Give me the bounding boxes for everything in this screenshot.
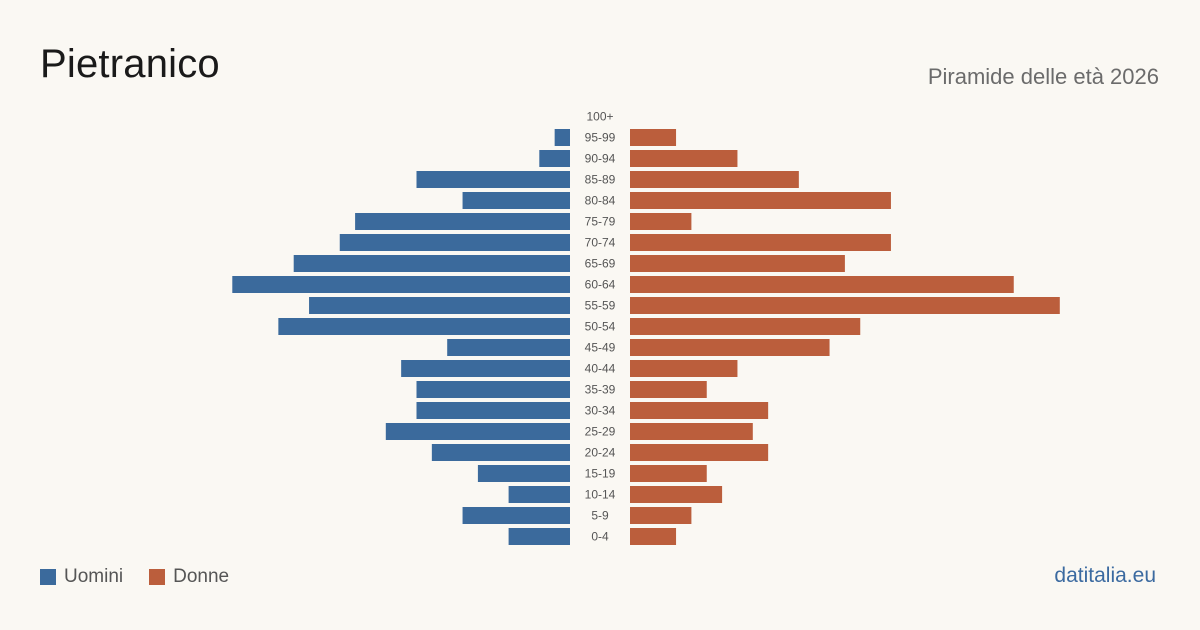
- age-group-label: 30-34: [585, 404, 616, 418]
- bar-women-95-99: [630, 129, 677, 146]
- bar-men-80-84: [462, 192, 570, 209]
- bar-men-15-19: [477, 465, 570, 482]
- age-group-label: 55-59: [585, 299, 616, 313]
- bar-women-15-19: [630, 465, 707, 482]
- bar-women-45-49: [630, 339, 830, 356]
- bar-men-40-44: [401, 360, 570, 377]
- chart-subtitle: Piramide delle età 2026: [927, 64, 1159, 89]
- bar-women-50-54: [630, 318, 861, 335]
- bar-women-25-29: [630, 423, 753, 440]
- brand-link[interactable]: datitalia.eu: [1054, 564, 1156, 587]
- bar-women-35-39: [630, 381, 707, 398]
- age-group-label: 75-79: [585, 215, 616, 229]
- age-group-label: 100+: [586, 110, 613, 124]
- age-group-label: 50-54: [585, 320, 616, 334]
- bar-men-25-29: [385, 423, 570, 440]
- age-group-label: 80-84: [585, 194, 616, 208]
- bar-women-90-94: [630, 150, 738, 167]
- bar-men-65-69: [293, 255, 570, 272]
- legend-item-women: Donne: [149, 566, 229, 588]
- bar-men-35-39: [416, 381, 570, 398]
- age-group-label: 10-14: [585, 488, 616, 502]
- bar-women-65-69: [630, 255, 845, 272]
- bar-women-60-64: [630, 276, 1014, 293]
- legend-label-women: Donne: [173, 566, 230, 587]
- age-group-label: 45-49: [585, 341, 616, 355]
- bar-men-90-94: [539, 150, 570, 167]
- age-group-label: 40-44: [585, 362, 616, 376]
- bar-men-55-59: [309, 297, 570, 314]
- bar-women-40-44: [630, 360, 738, 377]
- age-group-label: 20-24: [585, 446, 616, 460]
- age-group-label: 60-64: [585, 278, 616, 292]
- age-group-label: 70-74: [585, 236, 616, 250]
- age-group-label: 35-39: [585, 383, 616, 397]
- age-group-label: 85-89: [585, 173, 616, 187]
- bar-women-20-24: [630, 444, 769, 461]
- legend-swatch-women: [149, 569, 166, 585]
- bar-men-10-14: [508, 486, 570, 503]
- legend-swatch-men: [40, 569, 56, 585]
- bar-women-85-89: [630, 171, 799, 188]
- bar-women-0-4: [630, 528, 677, 545]
- bar-men-0-4: [508, 528, 570, 545]
- bar-women-30-34: [630, 402, 769, 419]
- bar-men-95-99: [554, 129, 570, 146]
- age-group-label: 65-69: [585, 257, 616, 271]
- bar-men-45-49: [447, 339, 570, 356]
- bar-men-85-89: [416, 171, 570, 188]
- age-group-label: 90-94: [585, 152, 616, 166]
- age-group-label: 15-19: [585, 467, 616, 481]
- bar-women-55-59: [630, 297, 1060, 314]
- bar-men-5-9: [462, 507, 570, 524]
- bar-women-10-14: [630, 486, 723, 503]
- age-group-label: 5-9: [591, 509, 609, 523]
- age-group-label: 25-29: [585, 425, 616, 439]
- bar-men-20-24: [431, 444, 570, 461]
- bar-women-5-9: [630, 507, 692, 524]
- bar-men-50-54: [278, 318, 570, 335]
- bar-men-75-79: [355, 213, 570, 230]
- bar-men-30-34: [416, 402, 570, 419]
- page-title: Pietranico: [40, 42, 220, 86]
- legend: Uomini Donne: [40, 566, 255, 588]
- legend-label-men: Uomini: [64, 566, 124, 587]
- bar-men-70-74: [339, 234, 570, 251]
- bar-women-75-79: [630, 213, 692, 230]
- bar-women-70-74: [630, 234, 891, 251]
- bar-women-80-84: [630, 192, 891, 209]
- age-group-label: 0-4: [591, 530, 609, 544]
- legend-item-men: Uomini: [40, 566, 123, 588]
- bar-men-60-64: [232, 276, 571, 293]
- age-group-label: 95-99: [585, 131, 616, 145]
